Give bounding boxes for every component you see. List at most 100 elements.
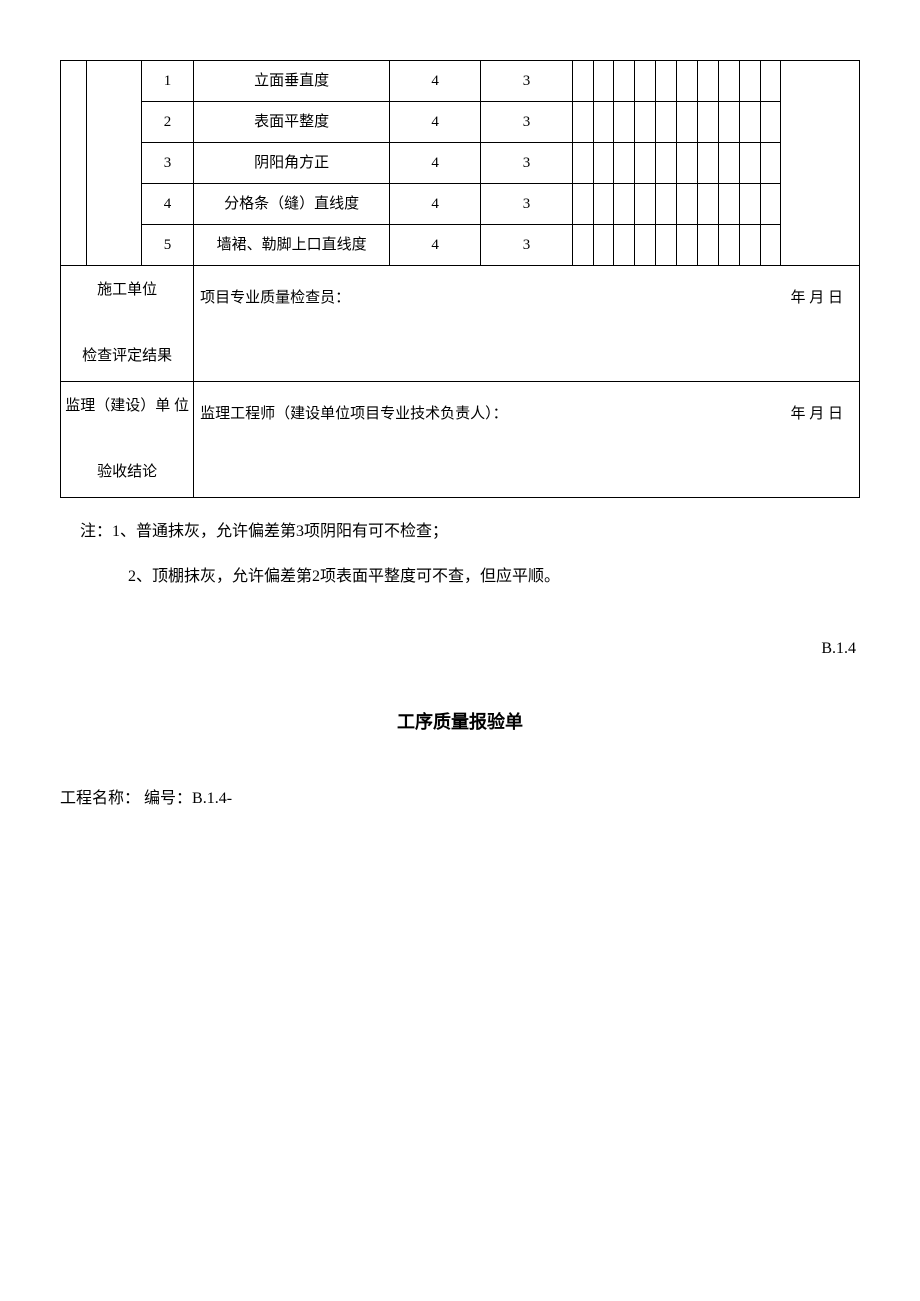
grid-cell xyxy=(614,61,635,102)
table-row: 3 阴阳角方正 4 3 xyxy=(61,143,860,184)
number-label: 编号：B.1.4- xyxy=(144,790,232,807)
grid-cell xyxy=(635,61,656,102)
grid-cell xyxy=(760,102,781,143)
group-col-a xyxy=(61,61,87,266)
row-item: 分格条（缝）直线度 xyxy=(194,184,390,225)
row-num: 5 xyxy=(141,225,193,266)
grid-cell xyxy=(656,184,677,225)
grid-cell xyxy=(593,102,614,143)
sig1-content: 项目专业质量检查员： 年 月 日 xyxy=(194,266,860,382)
row-item: 立面垂直度 xyxy=(194,61,390,102)
grid-cell xyxy=(677,184,698,225)
grid-cell xyxy=(572,102,593,143)
form-code: B.1.4 xyxy=(60,640,860,658)
row-item: 表面平整度 xyxy=(194,102,390,143)
grid-cell xyxy=(739,61,760,102)
grid-cell xyxy=(572,61,593,102)
grid-cell xyxy=(718,225,739,266)
grid-cell xyxy=(572,225,593,266)
table-row: 2 表面平整度 4 3 xyxy=(61,102,860,143)
grid-cell xyxy=(760,143,781,184)
grid-cell xyxy=(739,102,760,143)
grid-cell xyxy=(656,61,677,102)
grid-cell xyxy=(572,184,593,225)
row-v2: 3 xyxy=(481,143,572,184)
result-col xyxy=(781,61,860,266)
inspection-table: 1 立面垂直度 4 3 2 表面平整度 4 3 3 阴阳角方正 4 3 4 分格… xyxy=(60,60,860,498)
notes-block: 注：1、普通抹灰，允许偏差第3项阴阳有可不检查； 2、顶棚抹灰，允许偏差第2项表… xyxy=(60,510,860,600)
sig2-content: 监理工程师（建设单位项目专业技术负责人）： 年 月 日 xyxy=(194,382,860,498)
row-v2: 3 xyxy=(481,184,572,225)
table-row: 1 立面垂直度 4 3 xyxy=(61,61,860,102)
grid-cell xyxy=(635,102,656,143)
grid-cell xyxy=(635,225,656,266)
grid-cell xyxy=(697,225,718,266)
sig2-label: 监理（建设）单 位 验收结论 xyxy=(61,382,194,498)
form-title: 工序质量报验单 xyxy=(60,708,860,734)
table-row: 5 墙裙、勒脚上口直线度 4 3 xyxy=(61,225,860,266)
grid-cell xyxy=(677,61,698,102)
sig2-date: 年 月 日 xyxy=(790,396,843,432)
sig1-text: 项目专业质量检查员： xyxy=(200,280,350,316)
table-row: 4 分格条（缝）直线度 4 3 xyxy=(61,184,860,225)
sig2-label-line1: 监理（建设）单 位 xyxy=(65,398,189,414)
grid-cell xyxy=(718,61,739,102)
grid-cell xyxy=(739,225,760,266)
grid-cell xyxy=(718,143,739,184)
row-item: 阴阳角方正 xyxy=(194,143,390,184)
row-v1: 4 xyxy=(389,184,480,225)
form-meta: 工程名称： 编号：B.1.4- xyxy=(60,784,860,808)
sig2-text: 监理工程师（建设单位项目专业技术负责人）： xyxy=(200,396,508,432)
grid-cell xyxy=(635,184,656,225)
row-v1: 4 xyxy=(389,225,480,266)
grid-cell xyxy=(760,61,781,102)
row-v1: 4 xyxy=(389,61,480,102)
grid-cell xyxy=(614,102,635,143)
row-num: 4 xyxy=(141,184,193,225)
grid-cell xyxy=(593,143,614,184)
grid-cell xyxy=(593,61,614,102)
row-v2: 3 xyxy=(481,225,572,266)
row-v2: 3 xyxy=(481,102,572,143)
signature-row-construction: 施工单位 检查评定结果 项目专业质量检查员： 年 月 日 xyxy=(61,266,860,382)
grid-cell xyxy=(739,143,760,184)
grid-cell xyxy=(739,184,760,225)
grid-cell xyxy=(656,102,677,143)
row-v1: 4 xyxy=(389,143,480,184)
row-num: 3 xyxy=(141,143,193,184)
group-col-b xyxy=(87,61,142,266)
signature-row-supervision: 监理（建设）单 位 验收结论 监理工程师（建设单位项目专业技术负责人）： 年 月… xyxy=(61,382,860,498)
grid-cell xyxy=(572,143,593,184)
row-num: 1 xyxy=(141,61,193,102)
grid-cell xyxy=(697,102,718,143)
grid-cell xyxy=(718,102,739,143)
grid-cell xyxy=(614,143,635,184)
sig2-label-line2: 验收结论 xyxy=(97,464,157,480)
grid-cell xyxy=(677,225,698,266)
row-v2: 3 xyxy=(481,61,572,102)
grid-cell xyxy=(656,143,677,184)
grid-cell xyxy=(718,184,739,225)
row-item: 墙裙、勒脚上口直线度 xyxy=(194,225,390,266)
grid-cell xyxy=(635,143,656,184)
note-2: 2、顶棚抹灰，允许偏差第2项表面平整度可不查，但应平顺。 xyxy=(80,555,860,600)
grid-cell xyxy=(697,143,718,184)
sig1-date: 年 月 日 xyxy=(790,280,843,316)
grid-cell xyxy=(677,143,698,184)
grid-cell xyxy=(656,225,677,266)
grid-cell xyxy=(760,184,781,225)
grid-cell xyxy=(760,225,781,266)
sig1-label: 施工单位 检查评定结果 xyxy=(61,266,194,382)
sig1-label-line1: 施工单位 xyxy=(97,282,157,298)
row-num: 2 xyxy=(141,102,193,143)
project-label: 工程名称： xyxy=(60,790,140,807)
grid-cell xyxy=(697,61,718,102)
grid-cell xyxy=(593,225,614,266)
grid-cell xyxy=(593,184,614,225)
grid-cell xyxy=(677,102,698,143)
sig1-label-line2: 检查评定结果 xyxy=(82,348,172,364)
row-v1: 4 xyxy=(389,102,480,143)
grid-cell xyxy=(614,184,635,225)
grid-cell xyxy=(614,225,635,266)
grid-cell xyxy=(697,184,718,225)
